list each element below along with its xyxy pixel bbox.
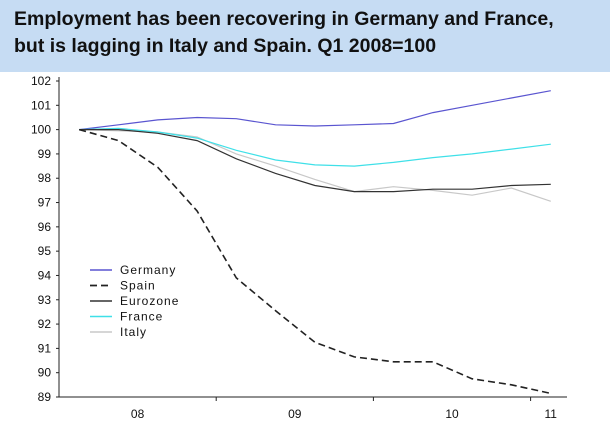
chart-title-line-2: but is lagging in Italy and Spain. Q1 20… [14, 35, 437, 57]
y-tick-label: 98 [38, 171, 52, 185]
y-tick-label: 91 [38, 341, 52, 355]
x-tick-label: 10 [445, 407, 459, 421]
series-line-eurozone [79, 129, 551, 193]
y-tick-label: 89 [38, 390, 52, 404]
legend-label-germany: Germany [120, 263, 176, 277]
y-tick-label: 99 [38, 147, 52, 161]
series-line-france [79, 127, 551, 167]
x-tick-label: 08 [131, 407, 145, 421]
y-tick-label: 95 [38, 244, 52, 258]
series-line-germany [79, 90, 551, 131]
y-tick-label: 101 [31, 98, 51, 112]
y-tick-label: 90 [38, 366, 52, 380]
legend-label-eurozone: Eurozone [120, 294, 179, 308]
y-tick-label: 97 [38, 196, 52, 210]
y-tick-label: 93 [38, 293, 52, 307]
series-line-spain [78, 128, 551, 395]
legend-label-italy: Italy [120, 325, 147, 339]
y-tick-label: 96 [38, 220, 52, 234]
y-tick-label: 92 [38, 317, 52, 331]
y-tick-label: 100 [31, 123, 51, 137]
legend-label-france: France [120, 310, 163, 324]
x-tick-label: 11 [545, 407, 558, 421]
chart-title-line-1: Employment has been recovering in German… [14, 8, 554, 30]
x-tick-label: 09 [288, 407, 302, 421]
chart-title: Employment has been recovering in German… [0, 0, 610, 72]
legend-label-spain: Spain [120, 279, 156, 293]
y-tick-label: 102 [31, 74, 51, 88]
y-tick-label: 94 [38, 268, 52, 282]
